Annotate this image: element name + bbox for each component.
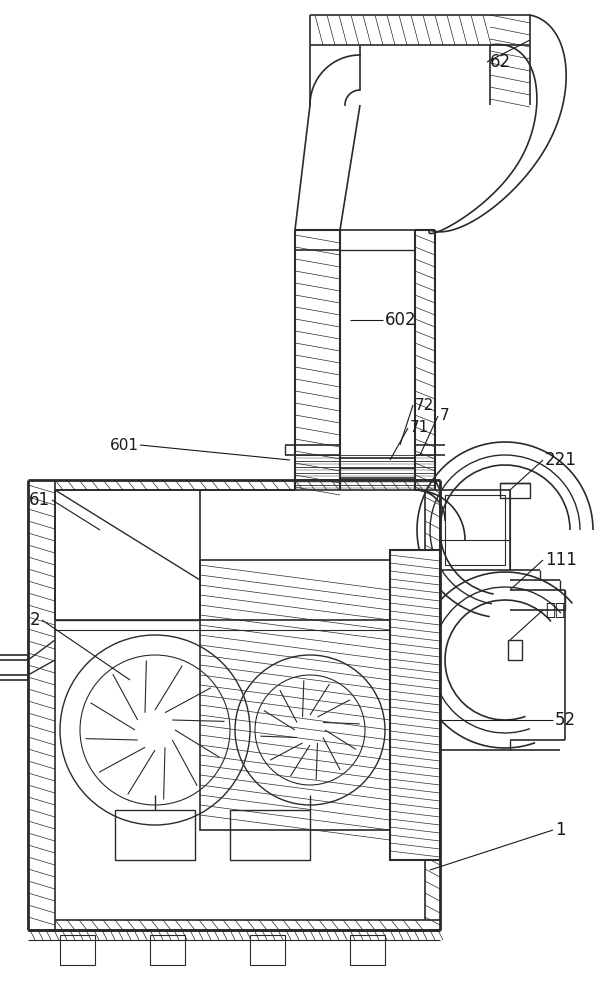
Bar — [440, 490, 510, 570]
Bar — [60, 935, 95, 965]
Text: 2: 2 — [29, 611, 40, 629]
Bar — [500, 483, 530, 498]
Text: 72: 72 — [415, 397, 435, 412]
Bar — [115, 810, 195, 860]
Bar — [230, 810, 310, 860]
Text: 1: 1 — [555, 821, 565, 839]
Text: 71: 71 — [410, 420, 429, 436]
Bar — [250, 935, 285, 965]
Bar — [340, 458, 415, 478]
Text: 601: 601 — [110, 438, 139, 452]
Bar — [350, 935, 385, 965]
Bar — [150, 935, 185, 965]
Text: 61: 61 — [29, 491, 50, 509]
Bar — [445, 495, 505, 565]
Bar — [0, 655, 28, 680]
Text: 111: 111 — [545, 551, 577, 569]
Text: 52: 52 — [555, 711, 576, 729]
Text: 62: 62 — [490, 53, 511, 71]
Bar — [508, 640, 522, 660]
Text: 新风: 新风 — [545, 601, 565, 619]
Text: 7: 7 — [440, 408, 450, 424]
Bar — [200, 560, 390, 830]
Text: 221: 221 — [545, 451, 577, 469]
Text: 602: 602 — [385, 311, 417, 329]
Bar — [390, 550, 440, 860]
